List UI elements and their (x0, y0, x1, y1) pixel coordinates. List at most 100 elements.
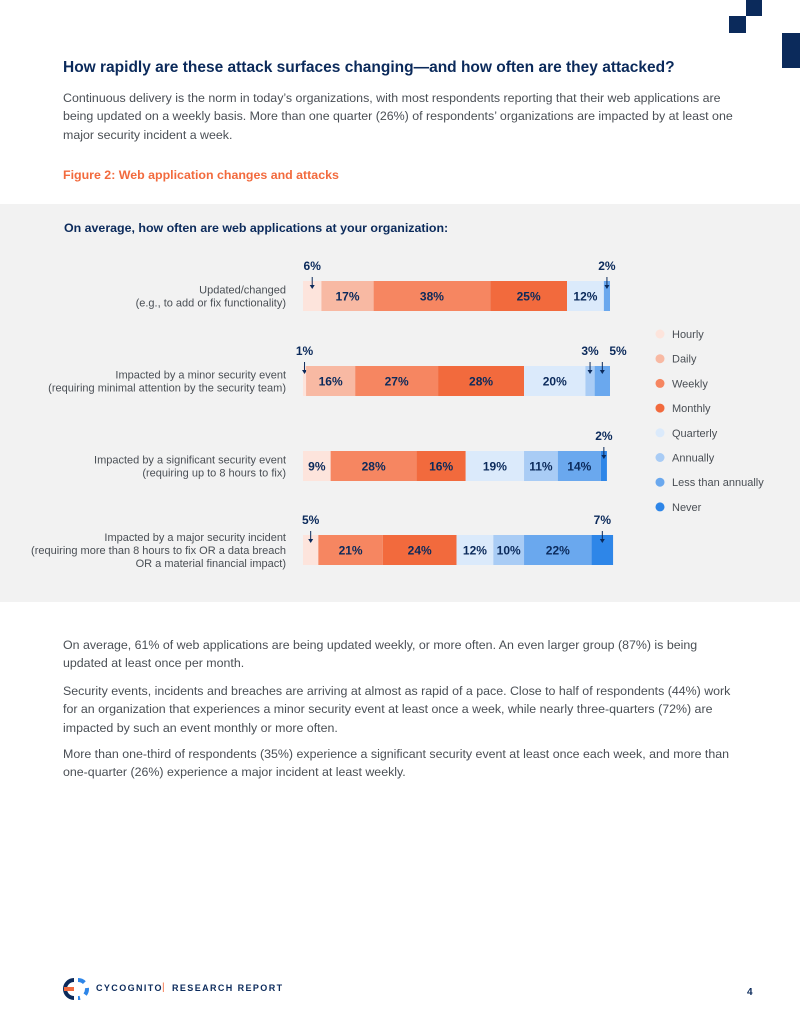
data-label: 27% (385, 375, 409, 389)
data-label: 5% (302, 513, 320, 527)
data-label: 14% (567, 460, 591, 474)
data-label: 6% (304, 259, 322, 273)
row-label: OR a material financial impact) (136, 558, 286, 570)
row-label: (requiring more than 8 hours to fix OR a… (31, 545, 286, 557)
corner-decoration-bar (782, 33, 800, 68)
label-leader-arrow (302, 370, 308, 374)
bar-segment (557, 451, 601, 481)
label-leader-arrow (599, 370, 605, 374)
bar-segment (382, 535, 457, 565)
bar-segment (493, 535, 525, 565)
footer-brand: CYCOGNITO (96, 983, 163, 993)
body-paragraph: Security events, incidents and breaches … (63, 684, 731, 735)
bar-segment (594, 366, 610, 396)
row-label: (e.g., to add or fix functionality) (136, 298, 286, 310)
bar-segment (490, 281, 568, 311)
legend-swatch (655, 354, 665, 364)
label-leader-arrow (587, 370, 593, 374)
body-paragraph: On average, 61% of web applications are … (63, 638, 698, 671)
data-label: 22% (546, 544, 570, 558)
legend-label: Hourly (672, 329, 704, 341)
bar-segment (306, 366, 356, 396)
data-label: 9% (308, 460, 326, 474)
data-label: 7% (594, 513, 612, 527)
data-label: 28% (469, 375, 493, 389)
label-leader-arrow (308, 539, 314, 543)
data-label: 12% (573, 290, 597, 304)
legend-label: Weekly (672, 378, 708, 390)
data-label: 2% (595, 429, 613, 443)
label-leader-arrow (599, 539, 605, 543)
bar-segment (303, 366, 307, 396)
bar-segment (591, 535, 614, 565)
label-leader-arrow (601, 455, 607, 459)
bar-segment (438, 366, 525, 396)
intro-paragraph: Continuous delivery is the norm in today… (63, 91, 733, 142)
legend-label: Quarterly (672, 428, 718, 440)
legend-swatch (655, 453, 665, 462)
data-label: 24% (408, 544, 432, 558)
body-paragraph: More than one-third of respondents (35%)… (63, 747, 730, 780)
bar-segment (603, 281, 610, 311)
legend-swatch (655, 329, 665, 339)
legend-label: Daily (672, 354, 697, 366)
data-label: 12% (463, 544, 487, 558)
bar-segment (600, 451, 607, 481)
corner-decoration-square (746, 0, 762, 16)
bar-segment (373, 281, 491, 311)
bar-segment (355, 366, 439, 396)
bar-segment (330, 451, 417, 481)
corner-decoration-square (729, 16, 746, 33)
bar-segment (567, 281, 604, 311)
data-label: 25% (517, 290, 541, 304)
stacked-bar-chart: Updated/changed(e.g., to add or fix func… (31, 259, 764, 570)
bar-segment (303, 535, 319, 565)
legend-swatch (655, 502, 665, 512)
bar-segment (303, 451, 331, 481)
legend-label: Monthly (672, 403, 711, 415)
data-label: 38% (420, 290, 444, 304)
data-label: 1% (296, 344, 314, 358)
legend-swatch (655, 477, 665, 487)
bar-segment (321, 281, 374, 311)
bar-segment (303, 281, 322, 311)
data-label: 21% (339, 544, 363, 558)
row-label: Updated/changed (199, 285, 286, 297)
row-label: (requiring minimal attention by the secu… (48, 383, 286, 395)
data-label: 2% (598, 259, 616, 273)
row-label: (requiring up to 8 hours to fix) (142, 468, 286, 480)
bar-segment (524, 451, 558, 481)
bar-segment (524, 366, 586, 396)
data-label: 28% (362, 460, 386, 474)
row-label: Impacted by a major security incident (104, 532, 286, 544)
chart-title: On average, how often are web applicatio… (64, 221, 449, 235)
bar-segment (456, 535, 494, 565)
data-label: 16% (319, 375, 343, 389)
page-number: 4 (747, 987, 753, 998)
data-label: 11% (529, 460, 553, 474)
data-label: 10% (497, 544, 521, 558)
legend-swatch (655, 403, 665, 413)
section-heading: How rapidly are these attack surfaces ch… (63, 59, 675, 76)
footer-separator: | (162, 982, 165, 993)
label-leader-arrow (604, 285, 610, 289)
legend-label: Annually (672, 453, 715, 465)
data-label: 3% (581, 344, 599, 358)
legend-swatch (655, 428, 665, 438)
legend-swatch (655, 378, 665, 388)
bar-segment (585, 366, 595, 396)
row-label: Impacted by a significant security event (94, 455, 286, 467)
bar-segment (524, 535, 592, 565)
data-label: 5% (609, 344, 627, 358)
data-label: 17% (335, 290, 359, 304)
data-label: 20% (543, 375, 567, 389)
cycognito-logo-icon (63, 978, 89, 1000)
data-label: 16% (429, 460, 453, 474)
legend-label: Less than annually (672, 477, 764, 489)
chart-panel: Updated/changed (e.g., to add or fix func… (0, 204, 800, 602)
row-label: Impacted by a minor security event (115, 370, 286, 382)
bar-segment (318, 535, 383, 565)
label-leader-arrow (309, 285, 315, 289)
figure-caption: Figure 2: Web application changes and at… (63, 168, 339, 182)
footer-section-title: RESEARCH REPORT (172, 983, 284, 993)
